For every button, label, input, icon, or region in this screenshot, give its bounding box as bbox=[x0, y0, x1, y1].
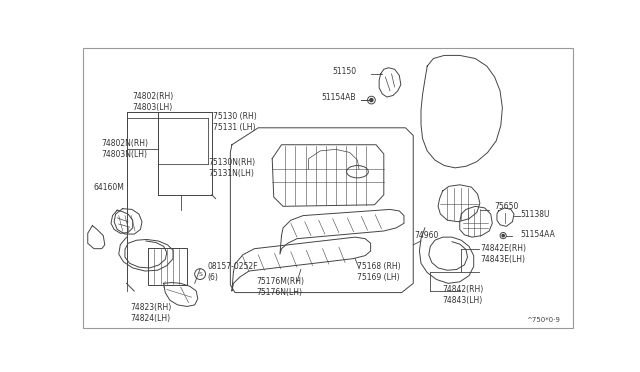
Text: 75650: 75650 bbox=[494, 202, 518, 211]
Text: 74802(RH)
74803(LH): 74802(RH) 74803(LH) bbox=[132, 92, 174, 112]
Text: 74842E(RH)
74843E(LH): 74842E(RH) 74843E(LH) bbox=[480, 244, 526, 264]
Text: 75168 (RH)
75169 (LH): 75168 (RH) 75169 (LH) bbox=[358, 262, 401, 282]
Text: 51154AA: 51154AA bbox=[520, 230, 555, 238]
Text: 51138U: 51138U bbox=[520, 209, 550, 218]
Text: 75176M(RH)
75176N(LH): 75176M(RH) 75176N(LH) bbox=[257, 277, 305, 297]
Text: 64160M: 64160M bbox=[94, 183, 125, 192]
Text: 08157-0252F
(6): 08157-0252F (6) bbox=[207, 262, 258, 282]
Text: ^750*0·9: ^750*0·9 bbox=[527, 317, 561, 323]
Text: S: S bbox=[198, 272, 202, 277]
Text: 74823(RH)
74824(LH): 74823(RH) 74824(LH) bbox=[131, 302, 172, 323]
Circle shape bbox=[370, 99, 373, 102]
Text: 51154AB: 51154AB bbox=[322, 93, 356, 102]
Text: 51150: 51150 bbox=[333, 67, 356, 76]
Text: 75130 (RH)
75131 (LH): 75130 (RH) 75131 (LH) bbox=[213, 112, 257, 132]
Text: 74802N(RH)
74803N(LH): 74802N(RH) 74803N(LH) bbox=[102, 138, 148, 158]
Circle shape bbox=[502, 234, 504, 237]
Text: 74960: 74960 bbox=[415, 231, 439, 240]
Text: 75130N(RH)
75131N(LH): 75130N(RH) 75131N(LH) bbox=[208, 158, 255, 178]
Text: 74842(RH)
74843(LH): 74842(RH) 74843(LH) bbox=[443, 285, 484, 305]
